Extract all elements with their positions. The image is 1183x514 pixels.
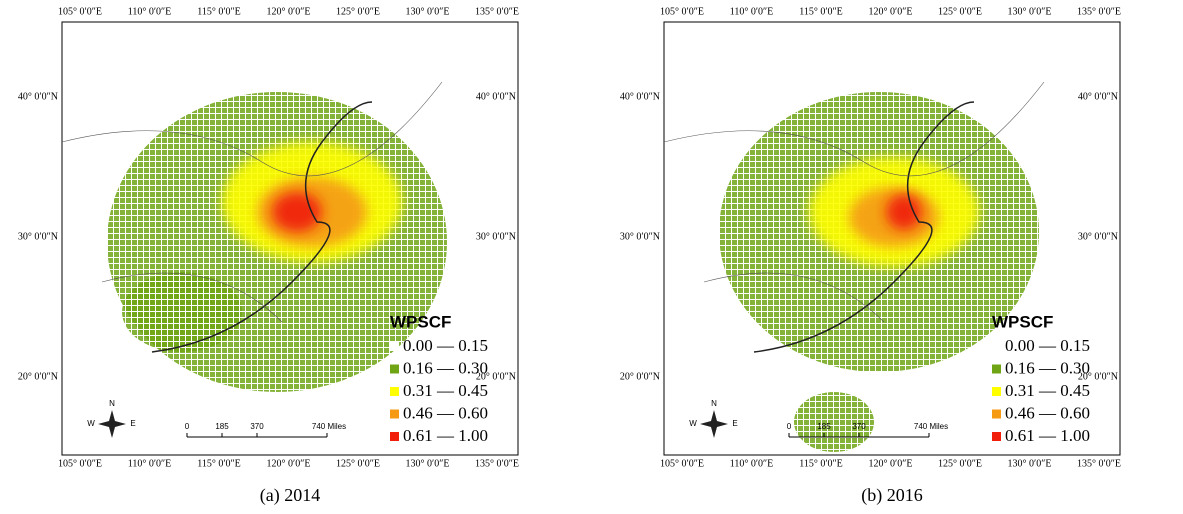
legend-label: 0.00 — 0.15	[403, 336, 488, 355]
lon-label: 130° 0′0″E	[406, 6, 450, 17]
legend-label: 0.46 — 0.60	[1005, 403, 1090, 422]
lon-label: 105° 0′0″E	[58, 458, 102, 469]
scale-label: 185	[215, 422, 229, 431]
compass-rose	[98, 410, 126, 438]
lat-label: 20° 0′0″N	[18, 371, 58, 382]
scale-label: 370	[852, 422, 866, 431]
coastline	[753, 101, 975, 353]
lat-label: 20° 0′0″N	[620, 371, 660, 382]
lat-label: 20° 0′0″N	[476, 371, 516, 382]
caption: (a) 2014	[260, 485, 320, 506]
heat-area	[886, 194, 922, 230]
legend-swatch	[390, 387, 399, 396]
lon-label: 110° 0′0″E	[730, 6, 774, 17]
lon-label: 135° 0′0″E	[1077, 458, 1121, 469]
lon-label: 120° 0′0″E	[869, 6, 913, 17]
lat-label: 40° 0′0″N	[620, 91, 660, 102]
lon-label: 135° 0′0″E	[475, 458, 519, 469]
heat-area	[272, 192, 322, 232]
borders	[664, 81, 1045, 323]
lon-label: 115° 0′0″E	[799, 458, 843, 469]
map-panel: 105° 0′0″E 105° 0′0″E 110° 0′0″E 110° 0′0″E…	[18, 6, 519, 506]
scale-label: 740 Miles	[914, 422, 948, 431]
compass-w: W	[689, 419, 697, 428]
lon-label: 115° 0′0″E	[799, 6, 843, 17]
compass-n: N	[711, 399, 717, 408]
lat-label: 40° 0′0″N	[1078, 91, 1118, 102]
legend-label: 0.31 — 0.45	[1005, 381, 1090, 400]
compass-n: N	[109, 399, 115, 408]
legend-swatch	[992, 409, 1001, 419]
lon-label: 110° 0′0″E	[128, 6, 172, 17]
scale-label: 740 Miles	[312, 422, 346, 431]
lon-label: 110° 0′0″E	[128, 458, 172, 469]
legend-label: 0.46 — 0.60	[403, 403, 488, 422]
heat-layer	[664, 81, 1045, 452]
lon-label: 110° 0′0″E	[730, 458, 774, 469]
legend-swatch	[992, 364, 1001, 374]
lon-label: 125° 0′0″E	[938, 458, 982, 469]
lat-label: 20° 0′0″N	[1078, 371, 1118, 382]
legend-swatch	[992, 342, 1001, 351]
legend-label: 0.00 — 0.15	[1005, 336, 1090, 355]
lon-label: 130° 0′0″E	[1008, 458, 1052, 469]
lon-label: 125° 0′0″E	[336, 6, 380, 17]
lon-label: 115° 0′0″E	[197, 458, 241, 469]
lon-label: 130° 0′0″E	[1008, 6, 1052, 17]
heat-layer	[62, 81, 447, 392]
lon-label: 115° 0′0″E	[197, 6, 241, 17]
legend-swatch	[992, 387, 1001, 396]
lon-label: 105° 0′0″E	[660, 6, 704, 17]
compass-w: W	[87, 419, 95, 428]
lon-label: 130° 0′0″E	[406, 458, 450, 469]
legend-swatch	[390, 342, 399, 351]
lat-label: 30° 0′0″N	[1078, 231, 1118, 242]
legend-label: 0.16 — 0.30	[1005, 358, 1090, 377]
legend-title: WPSCF	[992, 312, 1053, 331]
legend-label: 0.61 — 1.00	[403, 426, 488, 445]
compass-e: E	[130, 419, 135, 428]
lon-label: 105° 0′0″E	[58, 6, 102, 17]
legend-label: 0.16 — 0.30	[403, 358, 488, 377]
scale-label: 0	[787, 422, 792, 431]
legend-swatch	[992, 432, 1001, 441]
coastline	[151, 101, 373, 353]
map-panel: 105° 0′0″E 105° 0′0″E 110° 0′0″E 110° 0′0″E…	[620, 6, 1121, 506]
legend-title: WPSCF	[390, 312, 451, 331]
lat-label: 40° 0′0″N	[18, 91, 58, 102]
heat-area	[122, 272, 242, 352]
lon-label: 135° 0′0″E	[1077, 6, 1121, 17]
lat-label: 30° 0′0″N	[476, 231, 516, 242]
borders	[62, 81, 443, 323]
lat-label: 30° 0′0″N	[620, 231, 660, 242]
scale-label: 185	[817, 422, 831, 431]
scale-label: 370	[250, 422, 264, 431]
lat-label: 40° 0′0″N	[476, 91, 516, 102]
legend-label: 0.61 — 1.00	[1005, 426, 1090, 445]
scale-label: 0	[185, 422, 190, 431]
lon-label: 120° 0′0″E	[267, 458, 311, 469]
legend-label: 0.31 — 0.45	[403, 381, 488, 400]
caption: (b) 2016	[861, 485, 923, 506]
lon-label: 120° 0′0″E	[267, 6, 311, 17]
compass-e: E	[732, 419, 737, 428]
lat-label: 30° 0′0″N	[18, 231, 58, 242]
compass-rose	[700, 410, 728, 438]
lon-label: 105° 0′0″E	[660, 458, 704, 469]
lon-label: 120° 0′0″E	[869, 458, 913, 469]
lon-label: 125° 0′0″E	[938, 6, 982, 17]
legend-swatch	[390, 364, 399, 374]
legend-swatch	[390, 409, 399, 419]
lon-label: 135° 0′0″E	[475, 6, 519, 17]
lon-label: 125° 0′0″E	[336, 458, 380, 469]
legend-swatch	[390, 432, 399, 441]
